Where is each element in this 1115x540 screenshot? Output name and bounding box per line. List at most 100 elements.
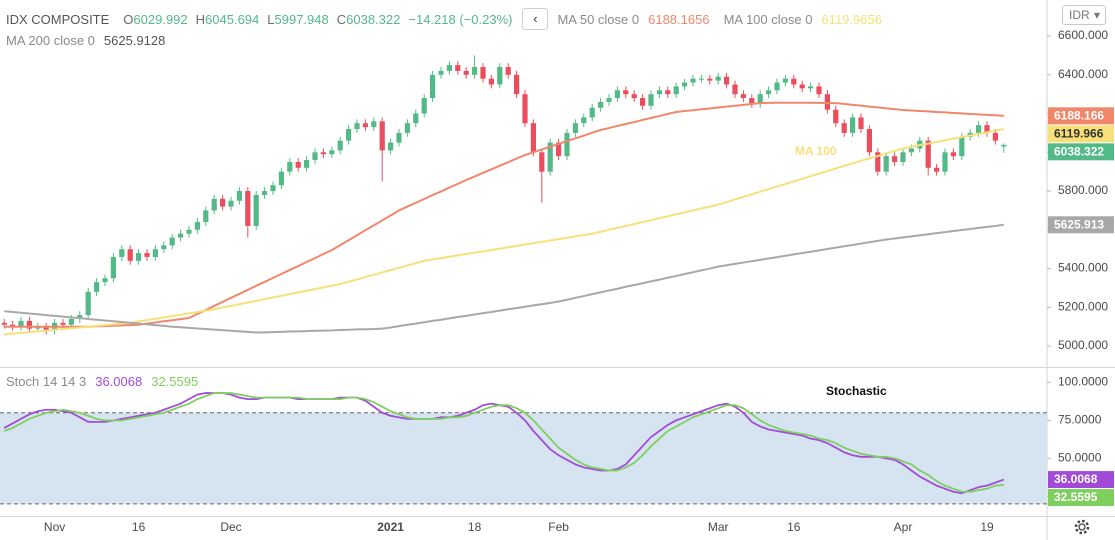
candle-body (892, 156, 898, 162)
candle-body (446, 65, 452, 71)
candle-body (379, 121, 385, 151)
candle-body (883, 156, 889, 172)
price-tag-label: 6188.166 (1054, 109, 1104, 123)
collapse-button[interactable]: ‹ (522, 8, 549, 30)
candle-body (791, 78, 797, 85)
candle-body (463, 70, 469, 75)
candle-body (631, 94, 637, 99)
candle-body (102, 278, 108, 283)
change: −14.218 (−0.23%) (408, 11, 513, 27)
candle-body (169, 237, 175, 246)
candle-body (26, 320, 32, 329)
candle-body (161, 245, 167, 250)
candle-body (724, 76, 730, 85)
x-tick-label: Feb (548, 520, 569, 534)
candle-body (908, 148, 914, 153)
candle-body (732, 84, 738, 95)
price-tag (1048, 216, 1114, 234)
candle-body (421, 98, 427, 114)
candle-body (304, 160, 310, 168)
candle-body (556, 142, 562, 157)
candle-body (270, 185, 276, 192)
settings-icon[interactable] (1074, 519, 1090, 535)
currency-button[interactable]: IDR ▾ (1062, 5, 1106, 25)
ohlc-item: H6045.694 (196, 12, 260, 27)
candle-body (824, 94, 830, 110)
price-tag (1048, 107, 1114, 125)
y-tick-label: 5200.000 (1058, 299, 1108, 313)
candle-body (43, 326, 49, 331)
y-tick-label: 5000.000 (1058, 338, 1108, 352)
candle-body (984, 125, 990, 133)
y-tick-label: 5800.000 (1058, 183, 1108, 197)
candle-body (749, 98, 755, 104)
ohlc-label: L (267, 11, 275, 27)
candle-body (119, 249, 125, 257)
candle-body (841, 123, 847, 133)
indicator-value: 36.0068 (95, 374, 143, 389)
symbol: IDX COMPOSITE (6, 11, 110, 27)
legend-row: IDX COMPOSITE O6029.992 H6045.694 L5997.948… (6, 8, 896, 30)
candle-body (295, 161, 301, 168)
ma-legend-name: MA 50 close 0 (557, 11, 640, 27)
candle-body (18, 320, 24, 327)
candle-body (640, 98, 646, 106)
candle-body (950, 152, 956, 157)
indicator-value: 32.5595 (151, 374, 199, 389)
candle-body (245, 191, 251, 226)
price-tag (1048, 489, 1114, 507)
price-tag (1048, 471, 1114, 489)
ma-legend-value: 6188.1656 (648, 11, 710, 27)
annotation: MA 100 (795, 144, 837, 158)
ohlc-value: 6038.322 (346, 11, 401, 27)
candle-body (1001, 144, 1007, 147)
candle-body (77, 315, 83, 319)
ma-legend-value: 6119.9656 (821, 11, 882, 27)
price-tag-label: 6038.322 (1054, 145, 1104, 159)
moving-average-line (4, 128, 1004, 336)
y-tick-label: 100.0000 (1058, 375, 1108, 389)
candle-body (766, 90, 772, 95)
candle-body (606, 98, 612, 102)
candle-body (472, 67, 478, 75)
candle-body (505, 67, 511, 75)
candle-body (522, 94, 528, 124)
currency: IDR (1069, 8, 1090, 22)
settings-icon-hub (1078, 523, 1086, 531)
candle-body (320, 152, 326, 155)
y-tick-label: 50.0000 (1058, 450, 1102, 464)
ma-legend-name: MA 200 close 0 (6, 33, 95, 48)
candle-body (514, 74, 520, 95)
price-tag-label: 5625.913 (1054, 217, 1104, 231)
candle-body (413, 113, 419, 124)
candle-body (203, 210, 209, 223)
candle-body (68, 318, 74, 325)
candle-body (934, 167, 940, 172)
candle-body (992, 132, 998, 141)
moving-average-line (4, 101, 1004, 328)
candle-body (94, 282, 100, 292)
candle-body (900, 152, 906, 162)
ohlc-item: O6029.992 (123, 12, 187, 27)
candle-body (774, 82, 780, 91)
ohlc-value: 6045.694 (205, 11, 260, 27)
candle-body (497, 67, 503, 85)
candle-body (371, 121, 377, 128)
x-tick-label: Dec (220, 520, 241, 534)
candle-body (388, 142, 394, 151)
candle-body (564, 132, 570, 157)
candle-body (228, 200, 234, 207)
candle-body (740, 94, 746, 99)
oscillator-line (3, 392, 1004, 493)
candle-body (698, 78, 704, 80)
candle-body (85, 291, 91, 316)
price-tag (1048, 143, 1114, 161)
candle-body (816, 86, 822, 95)
candle-body (715, 76, 721, 81)
ma-legend-name: MA 100 close 0 (723, 11, 813, 27)
settings-icon-teeth (1074, 519, 1090, 535)
candle-body (438, 70, 444, 75)
candle-body (690, 78, 696, 83)
candle-body (833, 109, 839, 124)
price-tag-label: 36.0068 (1054, 472, 1098, 486)
